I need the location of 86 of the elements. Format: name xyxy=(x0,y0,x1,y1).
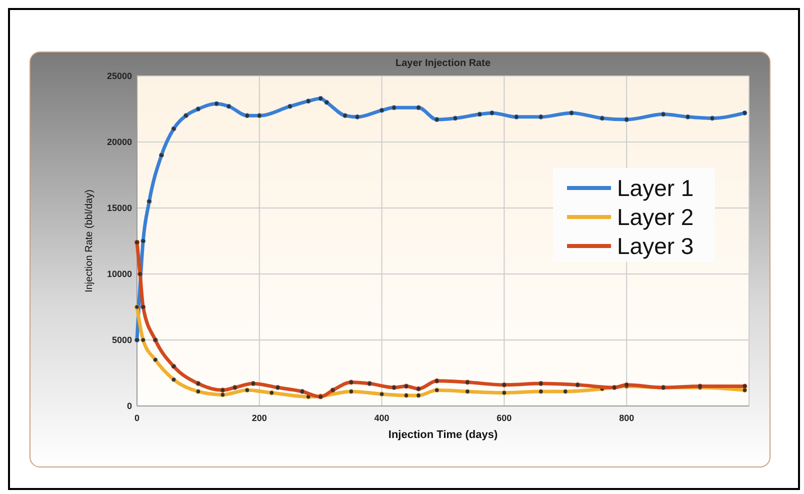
point xyxy=(220,392,226,398)
point xyxy=(196,106,201,112)
point xyxy=(158,152,164,158)
point xyxy=(348,388,354,394)
point xyxy=(502,382,507,388)
y-tick-label: 15000 xyxy=(106,203,132,213)
point xyxy=(171,377,176,382)
point xyxy=(742,384,748,389)
legend-label: Layer 3 xyxy=(617,233,694,259)
point xyxy=(434,378,440,384)
point xyxy=(183,113,188,118)
point xyxy=(196,381,201,386)
point xyxy=(404,384,409,389)
point xyxy=(685,114,690,120)
point xyxy=(342,113,348,118)
point xyxy=(171,364,176,369)
point xyxy=(489,110,494,116)
point xyxy=(452,116,458,121)
x-tick-label: 400 xyxy=(374,413,390,423)
point xyxy=(392,385,397,390)
point xyxy=(575,382,580,388)
point xyxy=(232,385,238,390)
point xyxy=(134,338,140,342)
point xyxy=(416,392,422,398)
point xyxy=(348,380,354,385)
point xyxy=(600,116,605,121)
point xyxy=(660,112,666,117)
point xyxy=(171,126,176,132)
point xyxy=(140,304,146,310)
point xyxy=(306,98,311,104)
point xyxy=(538,388,544,394)
point xyxy=(464,388,470,394)
point xyxy=(244,388,250,393)
y-tick-label: 10000 xyxy=(106,269,132,279)
point xyxy=(134,240,140,245)
point xyxy=(134,304,140,310)
point xyxy=(742,388,748,393)
chart-title: Layer Injection Rate xyxy=(395,58,491,69)
point xyxy=(214,101,220,106)
point xyxy=(138,272,143,276)
point xyxy=(379,392,384,397)
point xyxy=(416,386,422,392)
point xyxy=(569,110,574,116)
x-tick-label: 600 xyxy=(496,413,512,423)
x-axis-title: Injection Time (days) xyxy=(388,429,498,441)
point xyxy=(288,104,292,109)
y-tick-label: 0 xyxy=(126,401,132,411)
point xyxy=(367,381,372,386)
point xyxy=(710,116,715,121)
point xyxy=(502,390,507,396)
point xyxy=(324,100,330,105)
y-tick-label: 25000 xyxy=(106,71,132,81)
point xyxy=(250,381,256,386)
point xyxy=(434,117,440,122)
point xyxy=(300,388,305,394)
legend-label: Layer 1 xyxy=(617,175,694,201)
point xyxy=(152,338,158,342)
point xyxy=(330,388,336,393)
point xyxy=(464,380,470,385)
point xyxy=(269,390,274,396)
point xyxy=(434,388,440,393)
x-tick-label: 800 xyxy=(619,413,634,423)
point xyxy=(196,388,201,394)
point xyxy=(152,357,158,362)
point xyxy=(140,338,146,342)
point xyxy=(477,112,482,117)
point xyxy=(514,114,519,120)
x-tick-label: 200 xyxy=(252,413,267,423)
point xyxy=(742,110,748,116)
point xyxy=(354,114,360,120)
point xyxy=(244,113,250,118)
point xyxy=(220,388,226,393)
point xyxy=(416,105,422,110)
y-axis-title: Injection Rate (bbl/day) xyxy=(84,190,95,292)
point xyxy=(379,108,384,113)
point xyxy=(140,238,146,244)
point xyxy=(392,105,397,110)
y-tick-label: 20000 xyxy=(106,137,132,147)
point xyxy=(404,392,409,398)
point xyxy=(226,104,232,109)
x-tick-label: 0 xyxy=(134,413,140,423)
point xyxy=(275,385,280,390)
point xyxy=(146,198,152,204)
point xyxy=(318,96,324,101)
legend-label: Layer 2 xyxy=(617,204,694,230)
y-tick-label: 5000 xyxy=(112,335,132,345)
